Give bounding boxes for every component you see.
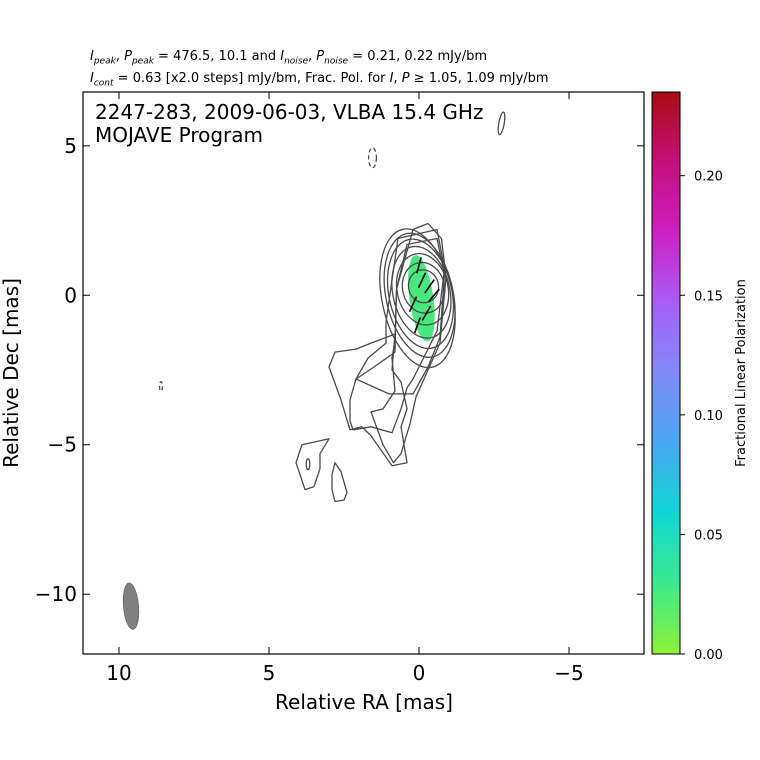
- colorbar: [651, 91, 681, 655]
- colorbar-tick-label: 0.10: [694, 409, 723, 424]
- y-tick-label: 5: [64, 134, 77, 158]
- p-peak-subscript: peak: [131, 56, 154, 67]
- evpa-tick-3: [408, 296, 418, 313]
- p-noise-symbol: P: [316, 49, 325, 64]
- i-noise-subscript: noise: [284, 56, 309, 67]
- header-line-1: Ipeak, Ppeak = 476.5, 10.1 and Inoise, P…: [90, 49, 487, 67]
- plot-frame: [82, 91, 645, 655]
- contour-line-13: [331, 462, 348, 503]
- contour-line-11: [295, 438, 330, 491]
- chart-subtitle: MOJAVE Program: [95, 123, 263, 147]
- header-line-2: Icont = 0.63 [x2.0 steps] mJy/bm, Frac. …: [90, 71, 549, 89]
- contour-line-9: [349, 228, 446, 434]
- frac-i-symbol: I: [389, 71, 394, 86]
- x-tick-label: 10: [106, 661, 131, 685]
- contour-line-16: [158, 381, 164, 392]
- contour-line-7: [370, 222, 447, 464]
- colorbar-tick-label: 0.05: [694, 528, 723, 543]
- i-noise-symbol: I: [280, 49, 285, 64]
- contour-line-8: [355, 237, 446, 395]
- i-peak-symbol: I: [90, 49, 94, 64]
- evpa-tick-2: [424, 279, 435, 294]
- x-tick-label: 0: [413, 661, 426, 685]
- x-axis-label: Relative RA [mas]: [275, 690, 453, 714]
- y-tick-label: −5: [48, 433, 77, 457]
- cont-values: = 0.63 [x2.0 steps] mJy/bm, Frac. Pol. f…: [113, 71, 390, 86]
- contour-line-6: [379, 228, 456, 369]
- i-peak-subscript: peak: [93, 56, 116, 67]
- x-tick-label: −5: [554, 661, 583, 685]
- p-noise-subscript: noise: [324, 56, 349, 67]
- contour-line-3: [391, 245, 452, 339]
- contour-line-10: [328, 333, 408, 467]
- frac-values: 1.05, 1.09 mJy/bm: [428, 71, 549, 86]
- p-peak-symbol: P: [124, 49, 132, 64]
- y-axis-label: Relative Dec [mas]: [0, 278, 23, 468]
- colorbar-label: Fractional Linear Polarization: [734, 279, 749, 467]
- colorbar-tick-label: 0.20: [694, 170, 723, 185]
- contour-line-0: [407, 269, 440, 304]
- evpa-tick-0: [416, 257, 422, 274]
- i-cont-subscript: cont: [93, 78, 114, 89]
- contour-line-14: [367, 147, 378, 169]
- contour-line-2: [395, 253, 450, 326]
- i-cont-symbol: I: [90, 71, 94, 86]
- peak-values: = 476.5, 10.1 and: [153, 49, 281, 64]
- axes: 10 5 0 −5 5 0 −5 −10: [35, 92, 644, 685]
- chart-title: 2247-283, 2009-06-03, VLBA 15.4 GHz: [95, 100, 483, 124]
- evpa-tick-6: [428, 288, 440, 303]
- frac-p-symbol: P: [401, 71, 410, 86]
- plot-area: [122, 111, 506, 630]
- evpa-tick-5: [413, 317, 422, 334]
- evpa-tick-4: [421, 305, 432, 321]
- colorbar-tick-label: 0.00: [694, 648, 723, 663]
- contour-line-15: [497, 111, 506, 136]
- colorbar-tick-label: 0.15: [694, 289, 723, 304]
- frac-ge: ≥: [409, 71, 429, 86]
- x-tick-label: 5: [263, 661, 276, 685]
- beam-ellipse: [122, 582, 140, 630]
- evpa-tick-1: [417, 272, 427, 289]
- contour-line-12: [305, 458, 311, 471]
- y-tick-label: −10: [35, 582, 77, 606]
- y-tick-label: 0: [64, 283, 77, 307]
- colorbar-ticks: 0.00 0.05 0.10 0.15 0.20: [680, 170, 723, 663]
- polarization-region: [408, 255, 435, 342]
- noise-values: = 0.21, 0.22 mJy/bm: [348, 49, 487, 64]
